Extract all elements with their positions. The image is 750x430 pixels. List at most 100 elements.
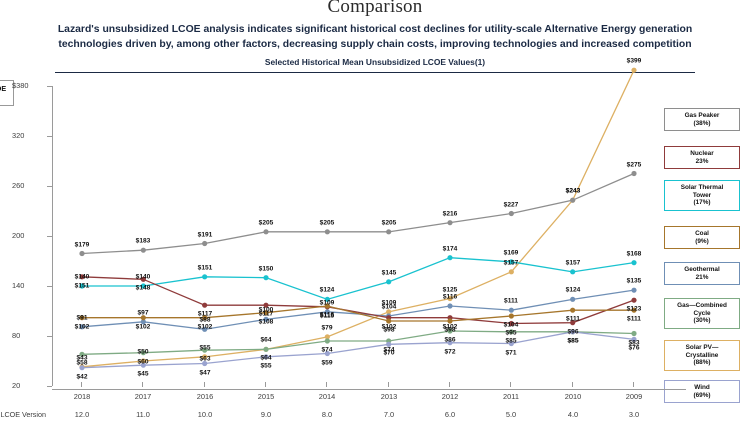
data-point-label: $79 <box>321 324 333 332</box>
legend-item-label: Wind <box>694 384 710 391</box>
legend-item[interactable]: Solar PV— Crystalline (88%) <box>664 340 740 371</box>
series-point <box>324 338 330 344</box>
x-axis-year-label: 2014 <box>319 392 336 401</box>
data-point-label: $124 <box>320 286 335 294</box>
legend-item[interactable]: Gas—Combined Cycle (30%) <box>664 298 740 329</box>
legend-item[interactable]: Wind (69%) <box>664 380 740 404</box>
data-point-label: $150 <box>258 265 274 273</box>
data-point-label: $63 <box>199 355 211 363</box>
legend-item-label: Gas—Combined <box>677 302 727 309</box>
data-point-label: $174 <box>442 245 458 253</box>
x-axis-tick <box>633 382 634 387</box>
series-point <box>508 307 514 313</box>
series-point <box>631 297 637 303</box>
section-label: Selected Historical Mean Unsubsidized LC… <box>264 57 486 67</box>
legend-item[interactable]: Gas Peaker (38%) <box>664 108 740 132</box>
y-axis-tick <box>47 186 52 187</box>
legend-item-label: Tower <box>692 191 712 199</box>
series-point <box>508 259 514 265</box>
chart-plot-area: Mean LCOE $/MWh LCOE Version 20801402002… <box>0 58 686 419</box>
series-point <box>202 347 208 353</box>
y-axis-caption-line1: Mean LCOE <box>0 84 7 93</box>
data-point-label: $216 <box>442 210 458 218</box>
data-point-label: $74 <box>321 346 333 354</box>
legend-item-label: Nuclear <box>690 150 714 157</box>
x-axis-version-label: 11.0 <box>136 410 151 419</box>
series-point <box>202 315 208 321</box>
legend-item[interactable]: Nuclear 23% <box>664 146 740 170</box>
y-axis-tick-label: 80 <box>12 331 21 340</box>
series-point <box>570 320 576 326</box>
data-point-label: $58 <box>76 359 88 367</box>
x-axis-tick <box>571 382 573 387</box>
data-point-label: $76 <box>628 344 640 352</box>
series-point <box>631 336 637 342</box>
series-point <box>631 287 637 293</box>
data-point-label: $151 <box>74 282 90 290</box>
series-point <box>79 324 85 330</box>
data-point-label: $117 <box>258 310 274 318</box>
data-point-label: $157 <box>504 259 519 267</box>
series-point <box>263 346 269 352</box>
x-axis-tick <box>203 382 205 387</box>
series-point <box>263 275 269 281</box>
data-point-label: $140 <box>74 273 90 281</box>
data-point-label: $102 <box>136 323 151 331</box>
series-point <box>324 296 330 302</box>
y-axis-tick <box>47 286 52 287</box>
series-point <box>140 319 146 325</box>
data-point-label: $102 <box>197 323 213 331</box>
series-point <box>202 360 208 367</box>
data-point-label: $111 <box>565 315 580 323</box>
data-point-label: $275 <box>626 161 642 168</box>
data-point-label: $47 <box>199 369 211 376</box>
series-point <box>202 240 208 247</box>
series-point <box>631 330 637 337</box>
series-point <box>202 302 208 308</box>
data-point-label: $102 <box>74 323 90 331</box>
legend-item[interactable]: Solar Thermal Tower (17%) <box>664 180 740 211</box>
x-axis-version-label: 4.0 <box>567 410 578 419</box>
data-point-label: $116 <box>320 311 335 319</box>
data-point-label: $59 <box>321 359 333 366</box>
x-axis-line <box>52 389 686 390</box>
x-axis-year-label: 2016 <box>196 392 213 401</box>
legend-item-label: (30%) <box>693 317 711 325</box>
x-axis-tick <box>510 382 512 387</box>
x-axis-year-label: 2012 <box>441 392 459 401</box>
series-point <box>140 315 146 321</box>
data-point-label: $86 <box>444 336 456 344</box>
data-point-label: $97 <box>137 309 149 317</box>
legend-item-label: 23% <box>695 157 709 165</box>
series-point <box>324 334 330 340</box>
legend-item[interactable]: Coal (9%) <box>664 226 740 250</box>
series-point <box>140 350 146 356</box>
legend-item[interactable]: Geothermal 21% <box>664 262 740 286</box>
legend-item-label: Crystalline <box>685 351 719 359</box>
legend-item-label: (17%) <box>693 199 711 207</box>
data-point-label: $71 <box>505 349 517 356</box>
series-point <box>386 318 392 324</box>
series-point <box>508 329 514 335</box>
series-point <box>140 276 146 282</box>
data-point-label: $98 <box>383 326 395 334</box>
data-point-label: $96 <box>567 328 579 336</box>
data-point-label: $125 <box>442 286 458 293</box>
series-point <box>263 310 269 316</box>
y-axis-tick-label: 140 <box>12 281 25 290</box>
series-point <box>447 220 453 226</box>
data-point-label: $168 <box>626 250 642 258</box>
x-axis-tick <box>387 382 389 387</box>
page-title: Comparison <box>327 0 423 17</box>
series-line <box>81 276 635 325</box>
series-point <box>202 354 208 360</box>
x-axis-caption: LCOE Version <box>0 410 46 419</box>
legend-item-label: (38%) <box>693 119 711 127</box>
data-point-label: $179 <box>74 241 90 248</box>
data-point-label: $145 <box>381 269 397 277</box>
y-axis-tick-label: 200 <box>12 231 25 240</box>
data-point-label: $205 <box>258 219 274 227</box>
data-point-label: $85 <box>567 337 579 345</box>
series-point <box>508 313 514 319</box>
series-line <box>81 331 635 369</box>
